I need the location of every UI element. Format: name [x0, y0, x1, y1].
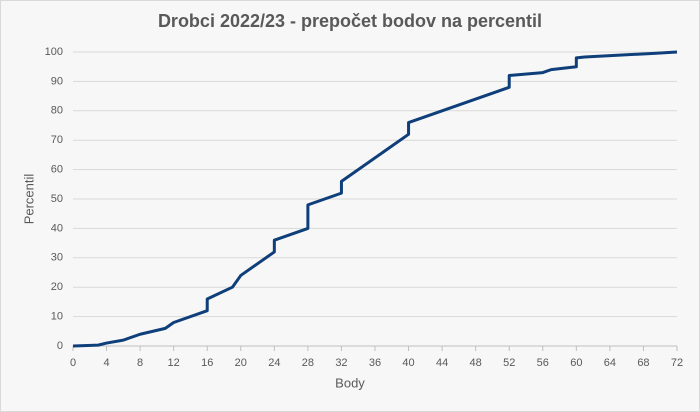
x-tick-label: 24 — [268, 357, 280, 369]
x-tick-label: 52 — [503, 357, 515, 369]
y-tick-label: 50 — [51, 193, 63, 205]
x-tick-label: 16 — [201, 357, 213, 369]
x-tick-label: 56 — [537, 357, 549, 369]
y-axis-label: Percentil — [21, 174, 36, 225]
y-tick-label: 20 — [51, 281, 63, 293]
x-axis-label: Body — [335, 375, 365, 390]
y-tick-label: 90 — [51, 75, 63, 87]
x-tick-label: 20 — [235, 357, 247, 369]
x-tick-label: 60 — [570, 357, 582, 369]
y-tick-label: 60 — [51, 164, 63, 176]
y-tick-label: 100 — [45, 46, 63, 58]
x-tick-label: 68 — [637, 357, 649, 369]
y-tick-label: 0 — [57, 340, 63, 352]
x-tick-label: 40 — [402, 357, 414, 369]
x-tick-label: 4 — [103, 357, 109, 369]
x-tick-label: 8 — [137, 357, 143, 369]
x-tick-label: 28 — [302, 357, 314, 369]
x-tick-label: 48 — [470, 357, 482, 369]
y-tick-label: 70 — [51, 134, 63, 146]
x-tick-label: 36 — [369, 357, 381, 369]
x-tick-label: 12 — [168, 357, 180, 369]
y-tick-label: 80 — [51, 105, 63, 117]
y-tick-label: 10 — [51, 311, 63, 323]
x-tick-label: 32 — [335, 357, 347, 369]
chart-title: Drobci 2022/23 - prepočet bodov na perce… — [158, 11, 542, 31]
data-line — [72, 50, 678, 348]
x-tick-label: 72 — [671, 357, 683, 369]
x-tick-label: 64 — [604, 357, 616, 369]
y-tick-label: 30 — [51, 252, 63, 264]
y-tick-label: 40 — [51, 222, 63, 234]
x-tick-label: 0 — [70, 357, 76, 369]
x-tick-label: 44 — [436, 357, 448, 369]
